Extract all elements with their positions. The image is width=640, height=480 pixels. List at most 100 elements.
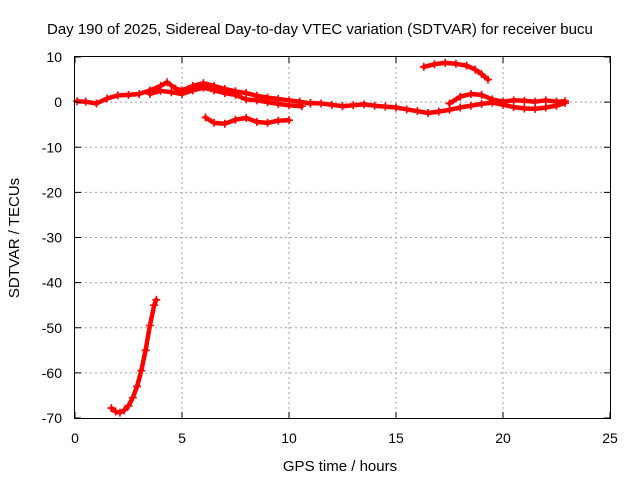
data-point xyxy=(477,90,486,99)
data-point xyxy=(359,100,368,109)
x-tick-label: 20 xyxy=(495,430,511,446)
plot-frame xyxy=(74,56,611,419)
data-point xyxy=(552,97,561,106)
data-point xyxy=(424,108,433,117)
data-point xyxy=(392,103,400,112)
data-point xyxy=(163,78,172,87)
data-point xyxy=(274,116,283,125)
data-point xyxy=(92,99,101,108)
data-point xyxy=(124,401,133,410)
data-point xyxy=(541,103,550,112)
data-point xyxy=(120,406,129,415)
data-point xyxy=(466,101,475,110)
y-tick-label: -50 xyxy=(42,320,62,336)
data-point xyxy=(445,99,454,108)
data-point xyxy=(210,118,219,127)
data-point xyxy=(115,408,124,417)
data-point xyxy=(531,104,540,113)
data-point xyxy=(81,97,90,106)
data-point xyxy=(477,99,486,108)
x-tick-label: 15 xyxy=(388,430,404,446)
y-tick-label: -70 xyxy=(42,410,62,426)
data-point xyxy=(210,86,219,95)
data-point xyxy=(434,107,443,116)
data-point xyxy=(531,97,540,106)
data-point xyxy=(462,61,471,70)
data-point xyxy=(103,94,112,103)
data-point xyxy=(274,99,283,108)
data-point xyxy=(107,404,116,413)
y-tick-label: -40 xyxy=(42,275,62,291)
data-point xyxy=(413,107,422,116)
data-point xyxy=(135,90,144,99)
data-point xyxy=(327,100,336,109)
data-point xyxy=(297,102,306,111)
data-point xyxy=(220,119,229,128)
data-point xyxy=(484,75,493,84)
data-point xyxy=(509,96,518,105)
data-point xyxy=(456,103,465,112)
data-point xyxy=(263,118,272,127)
data-point xyxy=(150,301,159,310)
data-point xyxy=(541,96,550,105)
data-point xyxy=(141,346,150,355)
data-point xyxy=(263,98,272,107)
data-point xyxy=(402,105,411,114)
data-point xyxy=(145,321,154,330)
y-tick-label: -60 xyxy=(42,365,62,381)
data-point xyxy=(488,95,497,104)
x-tick-label: 0 xyxy=(71,430,79,446)
data-point xyxy=(430,60,439,69)
data-point xyxy=(201,113,210,122)
data-point xyxy=(317,99,326,108)
data-point xyxy=(199,83,208,92)
x-tick-label: 5 xyxy=(178,430,186,446)
y-tick-label: 10 xyxy=(46,49,62,65)
y-tick-label: -20 xyxy=(42,184,62,200)
data-point xyxy=(156,86,165,95)
series-layer xyxy=(73,58,570,417)
data-point xyxy=(113,91,122,100)
data-point xyxy=(285,101,293,110)
data-point xyxy=(242,95,251,104)
data-point xyxy=(252,117,261,126)
data-point xyxy=(137,366,146,375)
data-point xyxy=(520,104,529,113)
data-point xyxy=(231,115,240,124)
data-point xyxy=(167,88,176,97)
data-point xyxy=(466,90,475,99)
y-axis-title: SDTVAR / TECUs xyxy=(6,178,23,298)
data-point xyxy=(111,407,120,416)
x-tick-label: 10 xyxy=(281,430,297,446)
data-point xyxy=(152,295,161,304)
data-point xyxy=(520,96,529,105)
data-point xyxy=(133,382,142,391)
data-point xyxy=(306,99,315,108)
data-point xyxy=(561,97,570,106)
data-point xyxy=(456,92,465,101)
y-tick-label: -10 xyxy=(42,139,62,155)
ticks: 0 5 10 15 20 25 -70 -60 -50 -40 -30 -20 -10 0 10 xyxy=(42,49,618,446)
x-tick-label: 25 xyxy=(602,430,618,446)
data-point xyxy=(188,86,197,95)
data-point xyxy=(220,89,229,98)
data-point xyxy=(178,90,186,99)
data-point xyxy=(231,90,240,99)
data-point xyxy=(451,59,460,68)
x-axis-title: GPS time / hours xyxy=(283,458,397,475)
data-point xyxy=(128,393,137,402)
y-tick-label: 0 xyxy=(54,94,62,110)
data-point xyxy=(477,70,486,79)
data-point xyxy=(370,101,379,110)
data-point xyxy=(349,101,358,110)
data-point xyxy=(441,58,450,67)
data-point xyxy=(145,90,154,99)
data-point xyxy=(242,113,251,122)
data-point xyxy=(252,96,261,105)
chart-title: Day 190 of 2025, Sidereal Day-to-day VTE… xyxy=(47,21,593,38)
data-point xyxy=(509,103,518,112)
data-point xyxy=(285,116,293,125)
data-point xyxy=(124,90,133,99)
